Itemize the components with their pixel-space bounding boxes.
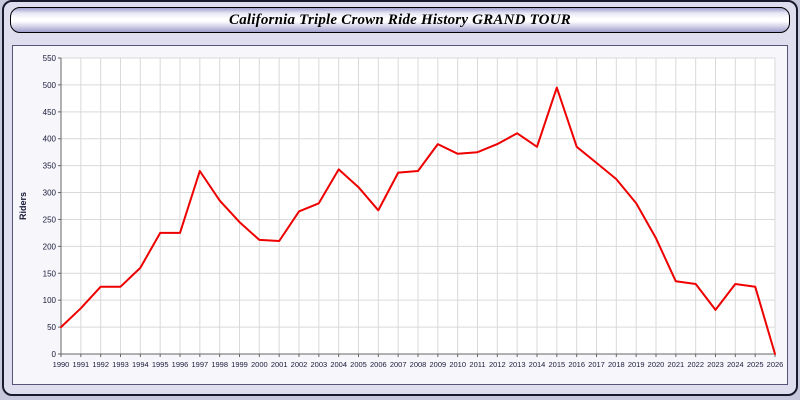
x-tick-label: 2016 [568,360,585,369]
x-tick-label: 2002 [291,360,308,369]
x-tick-label: 2004 [330,360,347,369]
x-tick-label: 2007 [390,360,407,369]
x-tick-label: 2013 [509,360,526,369]
x-tick-label: 2000 [251,360,268,369]
x-tick-label: 1998 [211,360,228,369]
y-tick-label: 300 [43,189,57,198]
x-tick-label: 2009 [429,360,446,369]
x-tick-label: 2024 [727,360,744,369]
x-tick-label: 1997 [191,360,208,369]
y-tick-label: 50 [47,323,56,332]
y-tick-label: 100 [43,296,57,305]
x-tick-label: 2010 [449,360,466,369]
x-tick-label: 2023 [707,360,724,369]
x-tick-label: 2026 [767,360,784,369]
x-tick-label: 2003 [310,360,327,369]
x-tick-label: 2017 [588,360,605,369]
x-tick-label: 1993 [112,360,129,369]
chart-title-bar: California Triple Crown Ride History GRA… [10,7,790,33]
x-tick-label: 2015 [548,360,565,369]
y-tick-label: 450 [43,108,57,117]
x-tick-label: 2018 [608,360,625,369]
x-tick-label: 2008 [410,360,427,369]
y-tick-label: 150 [43,269,57,278]
x-tick-label: 1994 [132,360,149,369]
x-tick-label: 1996 [172,360,189,369]
x-tick-label: 2021 [667,360,684,369]
x-tick-label: 2020 [648,360,665,369]
y-tick-label: 350 [43,162,57,171]
chart-title: California Triple Crown Ride History GRA… [229,11,571,28]
x-tick-label: 2011 [469,360,485,369]
x-tick-label: 2006 [370,360,387,369]
x-tick-label: 1991 [72,360,89,369]
x-tick-label: 2001 [271,360,288,369]
x-tick-label: 1999 [231,360,248,369]
x-tick-label: 1995 [152,360,169,369]
x-tick-label: 1990 [53,360,70,369]
y-tick-label: 400 [43,135,57,144]
y-tick-label: 0 [52,350,57,359]
x-tick-label: 2005 [350,360,367,369]
x-tick-label: 2012 [489,360,506,369]
riders-line-series [60,86,776,355]
x-tick-label: 2019 [628,360,645,369]
chart-panel: 0 50 100 150 200 250 300 350 400 450 500 550 1990 199… [12,45,788,385]
x-tick-label: 1992 [92,360,109,369]
x-tick-label: 2022 [687,360,704,369]
y-tick-label: 550 [43,54,57,63]
y-axis-title: Riders [18,192,28,220]
x-tick-label: 2014 [529,360,546,369]
x-tick-label: 2025 [747,360,764,369]
y-tick-label: 500 [43,81,57,90]
y-tick-label: 250 [43,215,57,224]
y-tick-label: 200 [43,242,57,251]
